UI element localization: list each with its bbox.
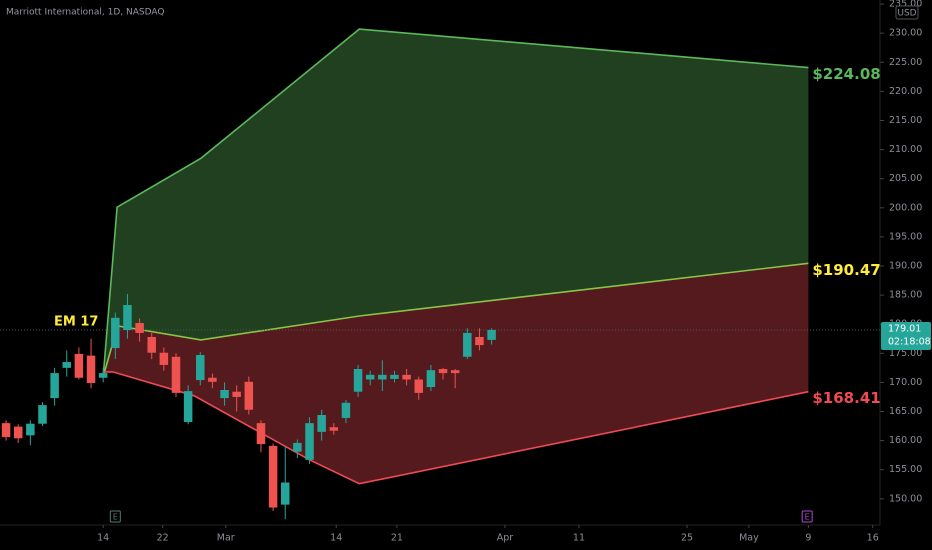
candle-body xyxy=(38,405,47,424)
candle-body xyxy=(123,304,132,331)
x-tick-label: 9 xyxy=(805,533,811,544)
y-tick-label: 150.00 xyxy=(889,493,922,504)
candle-body xyxy=(183,391,193,422)
y-tick-label: 195.00 xyxy=(889,231,922,242)
candle-body xyxy=(305,423,314,460)
y-tick-label: 165.00 xyxy=(889,406,922,417)
candle-body xyxy=(62,362,72,368)
y-tick-label: 215.00 xyxy=(889,115,922,126)
candle-body xyxy=(317,414,326,432)
x-tick-label: Mar xyxy=(217,533,235,544)
candle-body xyxy=(390,374,399,379)
candle-body xyxy=(196,355,205,381)
downside-band xyxy=(103,263,809,484)
candle-body xyxy=(135,323,144,333)
x-tick-label: 21 xyxy=(391,533,403,544)
candle-body xyxy=(438,369,448,374)
y-tick-label: 155.00 xyxy=(889,464,922,475)
candle-body xyxy=(256,423,266,445)
candle-body xyxy=(86,355,96,383)
candle-body xyxy=(13,426,23,439)
countdown-label: 02:18:08 xyxy=(888,336,931,347)
x-tick-label: 14 xyxy=(97,533,109,544)
candle-body xyxy=(147,337,156,353)
y-tick-label: 205.00 xyxy=(889,173,922,184)
candle-body xyxy=(487,329,496,340)
currency-box xyxy=(895,5,919,20)
x-tick-label: 22 xyxy=(157,533,169,544)
chart-title: Marriott International, 1D, NASDAQ xyxy=(6,8,164,18)
candle-body xyxy=(293,442,302,452)
candle-body xyxy=(426,370,436,388)
last-price-label: 179.01 xyxy=(888,323,921,334)
range-label: $224.08 xyxy=(812,65,880,83)
candle-body xyxy=(232,391,241,397)
x-tick-label: 14 xyxy=(330,533,342,544)
last-price-tag xyxy=(881,321,931,350)
y-tick-label: 225.00 xyxy=(889,57,922,68)
y-tick-label: 175.00 xyxy=(889,348,922,359)
event-marker xyxy=(801,510,813,523)
x-tick-label: May xyxy=(739,533,759,544)
y-tick-label: 190.00 xyxy=(889,260,922,271)
y-tick-label: 170.00 xyxy=(889,377,922,388)
candle-body xyxy=(378,374,387,380)
y-tick-label: 200.00 xyxy=(889,202,922,213)
candle-body xyxy=(111,317,120,349)
candle-body xyxy=(159,352,169,365)
upside-band xyxy=(103,29,809,377)
y-tick-label: 210.00 xyxy=(889,144,922,155)
plot: $224.08 $190.47 $168.41 EM 17 xyxy=(0,28,881,520)
candle-body xyxy=(171,356,181,393)
y-tick-label: 185.00 xyxy=(889,290,922,301)
event-marker xyxy=(109,510,121,523)
candle-body xyxy=(329,427,339,431)
candle-body xyxy=(341,402,351,418)
candle-body xyxy=(414,379,424,393)
candle-body xyxy=(74,353,84,378)
candle-body xyxy=(402,374,411,380)
candle-body xyxy=(50,373,59,399)
candle-body xyxy=(280,482,290,505)
x-tick-label: 16 xyxy=(867,533,879,544)
x-tick-label: Apr xyxy=(497,533,514,544)
y-tick-label: 160.00 xyxy=(889,435,922,446)
candle-body xyxy=(268,445,278,508)
candle-body xyxy=(450,370,460,374)
range-label: $190.47 xyxy=(812,261,880,279)
candle-body xyxy=(244,381,254,410)
currency: USD xyxy=(897,9,916,19)
candle-body xyxy=(463,332,472,357)
range-label: $168.41 xyxy=(812,389,880,407)
y-tick-label: 230.00 xyxy=(889,28,922,39)
candle-body xyxy=(1,423,11,438)
candle-body xyxy=(475,337,484,346)
y-tick-label: 220.00 xyxy=(889,86,922,97)
candle-body xyxy=(353,369,363,392)
candle-body xyxy=(220,389,229,399)
candle-body xyxy=(98,373,108,378)
event-label: E xyxy=(805,513,810,522)
x-tick-label: 11 xyxy=(573,533,585,544)
annotation: EM 17 xyxy=(54,314,98,329)
candle-body xyxy=(365,374,375,380)
range-line xyxy=(103,371,809,485)
candle-body xyxy=(26,423,35,436)
y-tick-label: 235.00 xyxy=(889,0,922,10)
candle-body xyxy=(208,377,217,382)
event-label: E xyxy=(113,513,118,522)
x-tick-label: 25 xyxy=(681,533,693,544)
range-line xyxy=(102,28,809,377)
